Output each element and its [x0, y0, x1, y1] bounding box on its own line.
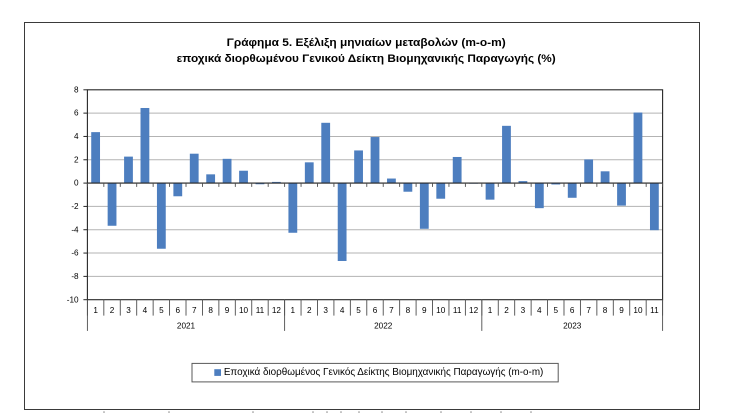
svg-text:1: 1 — [291, 306, 296, 315]
svg-text:1: 1 — [488, 306, 493, 315]
svg-text:11: 11 — [256, 306, 265, 315]
svg-text:εποχικά διορθωμένου Γενικού Δε: εποχικά διορθωμένου Γενικού Δείκτη Βιομη… — [177, 53, 556, 65]
svg-text:7: 7 — [192, 306, 197, 315]
svg-text:5: 5 — [553, 306, 558, 315]
svg-text:-6: -6 — [71, 249, 79, 258]
svg-text:11: 11 — [650, 306, 659, 315]
svg-text:8: 8 — [603, 306, 608, 315]
svg-text:6: 6 — [74, 109, 79, 118]
svg-text:4: 4 — [74, 132, 79, 141]
svg-text:7: 7 — [586, 306, 591, 315]
svg-text:3: 3 — [126, 306, 131, 315]
svg-text:9: 9 — [422, 306, 427, 315]
svg-text:2023: 2023 — [563, 321, 582, 330]
svg-text:10: 10 — [633, 306, 643, 315]
svg-text:8: 8 — [74, 85, 79, 94]
svg-text:8: 8 — [406, 306, 411, 315]
svg-text:2: 2 — [504, 306, 509, 315]
svg-text:12: 12 — [469, 306, 479, 315]
svg-text:6: 6 — [176, 306, 181, 315]
svg-text:5: 5 — [159, 306, 164, 315]
svg-text:2022: 2022 — [374, 321, 393, 330]
svg-text:4: 4 — [340, 306, 345, 315]
svg-text:10: 10 — [436, 306, 446, 315]
svg-text:-4: -4 — [71, 225, 79, 234]
svg-text:11: 11 — [453, 306, 462, 315]
svg-text:7: 7 — [389, 306, 394, 315]
svg-text:-10: -10 — [67, 295, 79, 304]
svg-text:6: 6 — [570, 306, 575, 315]
svg-text:-2: -2 — [71, 202, 79, 211]
svg-text:3: 3 — [323, 306, 328, 315]
svg-text:2: 2 — [307, 306, 312, 315]
svg-text:6: 6 — [373, 306, 378, 315]
svg-text:Εποχικά διορθωμένος Γενικός Δε: Εποχικά διορθωμένος Γενικός Δείκτης Βιομ… — [224, 367, 543, 378]
svg-text:10: 10 — [239, 306, 249, 315]
svg-text:9: 9 — [619, 306, 624, 315]
svg-text:2: 2 — [74, 155, 79, 164]
svg-text:2021: 2021 — [177, 321, 196, 330]
svg-text:-8: -8 — [71, 272, 79, 281]
svg-text:1: 1 — [93, 306, 98, 315]
svg-text:2: 2 — [110, 306, 115, 315]
svg-text:4: 4 — [143, 306, 148, 315]
svg-text:9: 9 — [225, 306, 230, 315]
svg-text:5: 5 — [356, 306, 361, 315]
svg-text:4: 4 — [537, 306, 542, 315]
svg-text:3: 3 — [521, 306, 526, 315]
svg-text:12: 12 — [272, 306, 282, 315]
svg-text:8: 8 — [208, 306, 213, 315]
svg-text:Γράφημα 5. Εξέλιξη μηνιαίων με: Γράφημα 5. Εξέλιξη μηνιαίων μεταβολών (m… — [227, 37, 506, 49]
svg-text:0: 0 — [74, 179, 79, 188]
